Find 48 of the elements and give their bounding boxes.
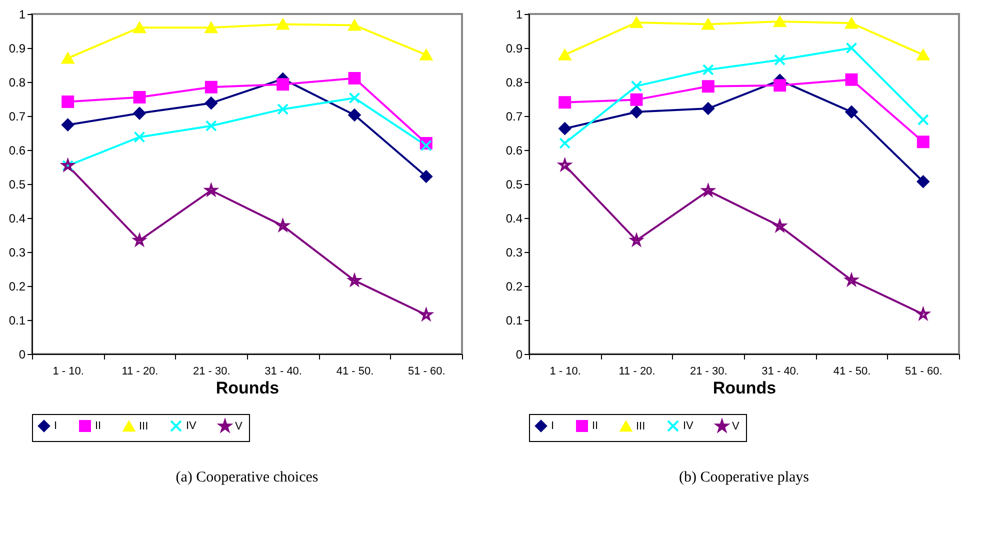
legend-label: V bbox=[235, 420, 243, 432]
legend-label: I bbox=[551, 420, 554, 432]
x-tick-label: 21 - 30. bbox=[193, 366, 230, 378]
y-tick-label: 0.5 bbox=[506, 178, 523, 192]
legend-label: III bbox=[636, 420, 646, 432]
x-tick-label: 31 - 40. bbox=[264, 366, 302, 378]
y-tick-label: 0.6 bbox=[506, 144, 523, 158]
legend-label: IV bbox=[683, 420, 694, 432]
y-tick-label: 0.9 bbox=[8, 42, 26, 56]
y-tick-label: 1 bbox=[516, 8, 523, 22]
x-tick-label: 1 - 10. bbox=[52, 366, 84, 378]
x-tick-label: 21 - 30. bbox=[690, 366, 728, 378]
y-tick-label: 0 bbox=[516, 348, 523, 362]
y-tick-label: 0.5 bbox=[8, 178, 26, 192]
x-axis-title: Rounds bbox=[712, 378, 776, 398]
y-tick-label: 1 bbox=[18, 8, 26, 22]
text: (b) Cooperative plays bbox=[679, 470, 810, 486]
x-tick-label: 51 - 60. bbox=[408, 366, 446, 378]
y-tick-label: 0.7 bbox=[8, 110, 26, 124]
text: (a) Cooperative choices bbox=[176, 470, 318, 486]
x-axis-title: Rounds bbox=[216, 378, 280, 398]
x-tick-label: 11 - 20. bbox=[122, 366, 158, 378]
y-tick-label: 0 bbox=[18, 348, 26, 362]
y-tick-label: 0.3 bbox=[8, 246, 26, 260]
x-tick-label: 31 - 40. bbox=[762, 366, 799, 378]
x-tick-label: 51 - 60. bbox=[905, 366, 942, 378]
y-tick-label: 0.9 bbox=[506, 42, 523, 56]
legend-label: V bbox=[732, 420, 740, 432]
y-tick-label: 0.3 bbox=[506, 246, 523, 260]
legend-label: III bbox=[139, 420, 148, 432]
x-tick-label: 11 - 20. bbox=[618, 366, 656, 378]
legend-label: I bbox=[54, 420, 58, 432]
y-tick-label: 0.7 bbox=[506, 110, 523, 124]
y-tick-label: 0.2 bbox=[506, 280, 523, 294]
x-tick-label: 41 - 50. bbox=[336, 366, 374, 378]
legend-label: IV bbox=[186, 420, 198, 432]
legend-label: II bbox=[95, 420, 102, 432]
y-tick-label: 0.6 bbox=[8, 144, 26, 158]
y-tick-label: 0.4 bbox=[8, 212, 26, 226]
x-tick-label: 41 - 50. bbox=[833, 366, 871, 378]
legend-label: II bbox=[592, 420, 598, 432]
y-tick-label: 0.8 bbox=[8, 76, 26, 90]
y-tick-label: 0.1 bbox=[8, 314, 26, 328]
y-tick-label: 0.2 bbox=[8, 280, 26, 294]
y-tick-label: 0.1 bbox=[506, 314, 523, 328]
x-tick-label: 1 - 10. bbox=[550, 366, 581, 378]
y-tick-label: 0.4 bbox=[506, 212, 523, 226]
y-tick-label: 0.8 bbox=[506, 76, 523, 90]
